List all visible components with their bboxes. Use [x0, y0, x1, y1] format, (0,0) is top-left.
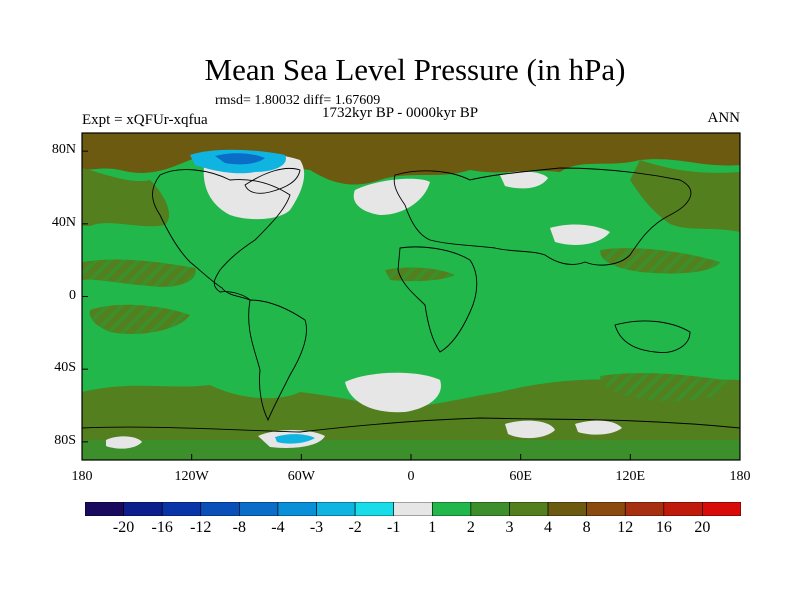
lon-tick-label: 180: [71, 469, 93, 484]
lon-tick-label: 180: [729, 469, 751, 484]
chart-title: Mean Sea Level Pressure (in hPa): [204, 52, 626, 87]
colorbar-label: 2: [466, 519, 475, 536]
colorbar-swatch: [354, 502, 395, 516]
colorbar-label: -2: [348, 519, 362, 536]
east-antarctic-negative-1: [505, 420, 555, 439]
east-siberia-band: [630, 160, 740, 232]
arctic-high-anomaly: [82, 133, 740, 185]
colorbar-label: 8: [582, 519, 591, 536]
colorbar-label: 3: [505, 519, 514, 536]
colorbar-swatch: [277, 502, 317, 516]
colorbar-swatch: [200, 502, 240, 516]
colorbar-label: -12: [190, 519, 212, 536]
coastlines: [82, 167, 740, 433]
colorbar-swatch: [316, 502, 356, 516]
weddell-low-core: [275, 434, 315, 444]
atlantic-hatched-band: [385, 267, 455, 282]
colorbar-swatch: [470, 502, 510, 516]
pacific-hatched-band-1: [82, 259, 196, 287]
antarctic-band: [82, 440, 740, 460]
colorbar-label: 12: [617, 519, 634, 536]
lon-tick-label: 120E: [615, 469, 646, 484]
rmsd-diff-stats: rmsd= 1.80032 diff= 1.67609: [215, 93, 381, 108]
north-pacific-band: [82, 168, 170, 227]
ross-negative: [106, 436, 142, 449]
lat-tick-label: 80S: [54, 432, 76, 448]
lon-tick-label: 60W: [287, 469, 315, 484]
east-antarctic-negative-2: [575, 420, 622, 435]
colorbar-swatch: [509, 502, 549, 516]
colorbar-label: 16: [655, 519, 672, 536]
colorbar-swatch: [393, 502, 433, 516]
colorbar-swatch: [123, 502, 163, 516]
experiment-label: Expt = xQFUr-xqfua: [82, 112, 208, 128]
colorbar-swatch: [161, 502, 202, 516]
lat-tick-label: 40S: [54, 360, 76, 376]
colorbar-swatch: [431, 502, 472, 516]
southern-ocean-hatched: [600, 373, 735, 402]
colorbar-swatch: [663, 502, 703, 516]
greenland-low-inner: [215, 153, 265, 165]
lat-tick-label: 0: [69, 287, 76, 303]
colorbar-label: -3: [309, 519, 324, 536]
lat-tick-label: 40N: [51, 214, 76, 230]
colorbar-label: 1: [428, 519, 437, 536]
colorbar-label: -16: [151, 519, 173, 536]
lon-tick-label: 60E: [509, 469, 532, 484]
colorbar-label: -20: [112, 519, 135, 536]
colorbar-label: -4: [271, 519, 285, 536]
lon-tick-label: 120W: [174, 469, 209, 484]
season-label: ANN: [707, 110, 741, 126]
colorbar-label: 20: [694, 519, 711, 536]
colorbar: [85, 502, 741, 516]
lon-tick-label: 0: [407, 469, 415, 484]
colorbar-swatch: [85, 502, 124, 516]
asia-negative: [550, 224, 610, 245]
colorbar-swatch: [239, 502, 279, 516]
colorbar-swatch: [702, 502, 741, 516]
axis-ticks: [81, 150, 741, 460]
colorbar-swatch: [547, 502, 587, 516]
lat-tick-label: 80N: [51, 142, 76, 158]
colorbar-swatch: [586, 502, 626, 516]
pacific-hatched-band-2: [89, 304, 190, 335]
arctic-negative: [500, 171, 548, 189]
colorbar-label: -8: [232, 519, 246, 536]
south-atlantic-negative: [345, 372, 441, 413]
colorbar-label: -1: [387, 519, 401, 536]
colorbar-label: 4: [544, 519, 553, 536]
north-atlantic-negative: [353, 178, 430, 215]
colorbar-swatch: [624, 502, 665, 516]
time-period: 1732kyr BP - 0000kyr BP: [322, 105, 479, 121]
